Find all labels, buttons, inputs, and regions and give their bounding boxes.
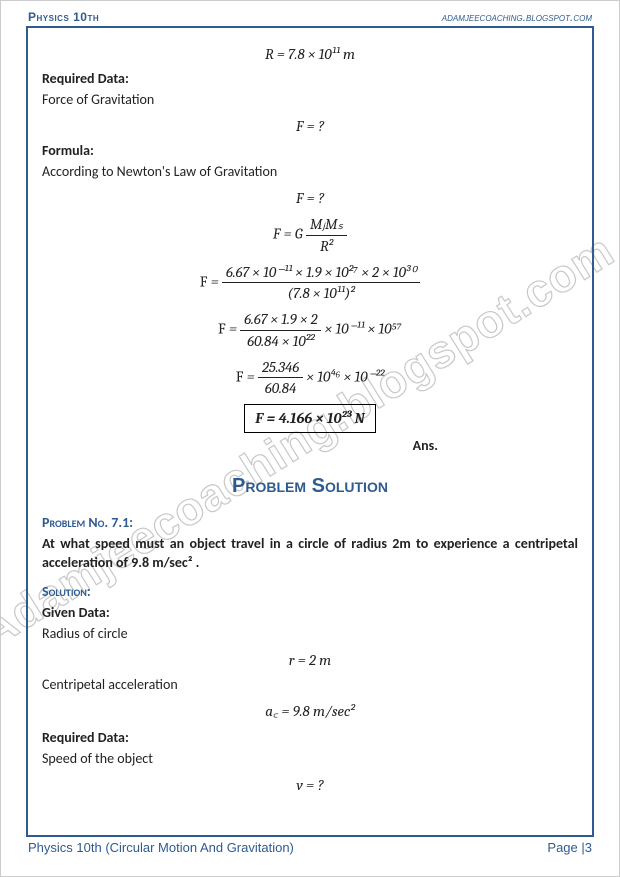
answer-label: Ans. [42,437,438,456]
eq-step-2: F = 6.67 × 1.9 × 260.84 × 10²² × 10⁻¹¹ ×… [42,309,578,351]
required-data-text-2: Speed of the object [42,750,578,769]
formula-label: Formula: [42,142,578,161]
eq-r: r = 2 m [42,650,578,670]
section-heading: Problem Solution [42,473,578,500]
eq-F-question-1: F = ? [42,116,578,136]
header-right: adamjeecoaching.blogspot.com [442,10,592,24]
eq-substitution: F = 6.67 × 10⁻¹¹ × 1.9 × 10²⁷ × 2 × 10³⁰… [42,262,578,304]
eq-step-3: F = 25.34660.84 × 10⁴⁶ × 10⁻²² [42,357,578,399]
eq-newton-law: F = G MⱼMₛR² [42,214,578,256]
formula-text: According to Newton's Law of Gravitation [42,163,578,182]
page-content: R = 7.8 × 10¹¹ m Required Data: Force of… [34,32,586,829]
eq-final-boxed: F = 4.166 × 10²³ N [42,404,578,432]
footer-left: Physics 10th (Circular Motion And Gravit… [28,840,294,855]
problem-heading: Problem No. 7.1: [42,514,578,533]
given-radius-label: Radius of circle [42,625,578,644]
given-acc-label: Centripetal acceleration [42,676,578,695]
eq-v: v = ? [42,775,578,795]
required-data-label: Required Data: [42,70,578,89]
problem-text: At what speed must an object travel in a… [42,535,578,573]
given-data-label: Given Data: [42,604,578,623]
footer-right: Page |3 [547,840,592,855]
page-header: Physics 10th adamjeecoaching.blogspot.co… [26,10,594,28]
header-left: Physics 10th [28,10,99,24]
eq-R: R = 7.8 × 10¹¹ m [42,44,578,64]
page-footer: Physics 10th (Circular Motion And Gravit… [26,835,594,855]
required-data-label-2: Required Data: [42,729,578,748]
required-data-text: Force of Gravitation [42,91,578,110]
solution-heading: Solution: [42,583,578,602]
eq-ac: a꜀ = 9.8 m/sec² [42,701,578,721]
eq-F-question-2: F = ? [42,188,578,208]
